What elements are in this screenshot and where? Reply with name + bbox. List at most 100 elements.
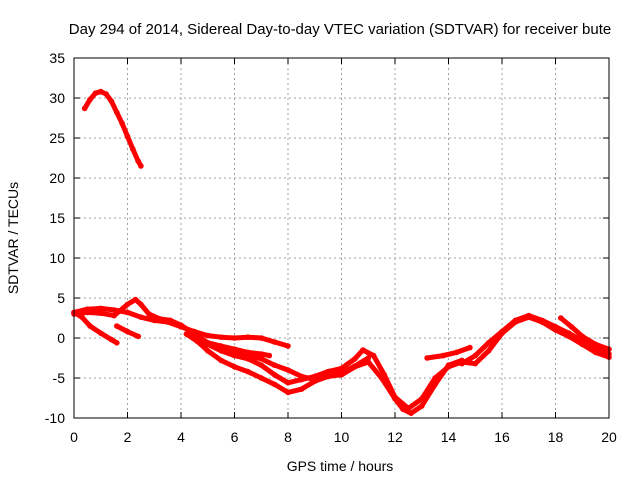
- data-point: [472, 360, 479, 367]
- y-tick-label: 15: [49, 210, 65, 226]
- data-point: [258, 351, 265, 357]
- data-point: [183, 331, 190, 337]
- data-point: [271, 339, 278, 345]
- data-point: [285, 380, 291, 386]
- data-point: [258, 356, 265, 362]
- data-point: [445, 364, 452, 370]
- data-point: [579, 333, 586, 340]
- x-tick-label: 12: [387, 429, 403, 445]
- data-point: [87, 96, 93, 103]
- data-point: [130, 146, 136, 152]
- x-tick-label: 18: [548, 429, 564, 445]
- data-point: [231, 335, 238, 341]
- y-tick-label: 35: [49, 50, 65, 66]
- data-point: [98, 305, 104, 312]
- data-point: [98, 88, 104, 95]
- data-point: [271, 381, 278, 388]
- data-point: [108, 98, 115, 104]
- data-point: [218, 334, 224, 341]
- data-point: [98, 330, 104, 337]
- data-point: [245, 356, 251, 362]
- data-point: [258, 362, 265, 369]
- data-point: [92, 90, 99, 96]
- data-point: [405, 405, 412, 412]
- data-point: [218, 348, 224, 354]
- data-point: [98, 310, 104, 317]
- chart-title: Day 294 of 2014, Sidereal Day-to-day VTE…: [69, 21, 611, 38]
- data-point: [370, 352, 377, 359]
- data-point: [424, 355, 430, 361]
- data-point: [84, 309, 91, 316]
- data-point: [205, 348, 211, 354]
- data-point: [167, 317, 174, 324]
- data-point: [245, 334, 251, 341]
- data-point: [108, 336, 115, 343]
- data-point: [568, 324, 575, 330]
- data-point: [592, 341, 599, 348]
- data-point: [512, 317, 519, 324]
- series-line: [424, 345, 473, 361]
- data-point: [138, 301, 144, 308]
- x-tick-label: 8: [284, 429, 292, 445]
- data-point: [285, 389, 291, 396]
- data-point: [539, 317, 545, 324]
- y-tick-label: -10: [45, 410, 65, 426]
- y-axis-label: SDTVAR / TECUs: [5, 182, 21, 294]
- data-point: [258, 335, 265, 341]
- data-point: [338, 365, 345, 372]
- data-point: [325, 373, 331, 380]
- data-point: [432, 375, 438, 381]
- data-point: [381, 372, 388, 378]
- data-point: [245, 368, 251, 375]
- data-point: [526, 312, 532, 319]
- x-tick-label: 16: [494, 429, 510, 445]
- data-point: [312, 373, 318, 380]
- data-point: [419, 403, 425, 409]
- data-point: [285, 343, 291, 349]
- x-tick-label: 20: [601, 429, 617, 445]
- data-point: [114, 323, 120, 329]
- y-tick-label: 10: [49, 250, 65, 266]
- data-point: [558, 315, 564, 321]
- data-point: [352, 356, 358, 362]
- data-series: [71, 88, 612, 417]
- data-point: [135, 333, 141, 340]
- data-point: [218, 357, 224, 364]
- data-point: [408, 410, 414, 417]
- data-point: [103, 91, 109, 97]
- data-point: [271, 372, 278, 378]
- y-tick-label: 30: [49, 90, 65, 106]
- data-point: [114, 340, 120, 346]
- data-point: [285, 367, 291, 373]
- data-point: [124, 309, 131, 316]
- y-tick-label: 5: [57, 290, 65, 306]
- data-point: [135, 158, 141, 164]
- data-point: [440, 352, 447, 359]
- data-point: [566, 330, 572, 337]
- data-point: [231, 346, 238, 353]
- data-point: [419, 396, 425, 402]
- data-point: [312, 378, 318, 385]
- data-point: [205, 340, 211, 346]
- x-tick-label: 0: [70, 429, 78, 445]
- data-point: [459, 360, 465, 367]
- y-tick-label: 25: [49, 130, 65, 146]
- data-point: [592, 346, 599, 353]
- x-tick-label: 10: [334, 429, 350, 445]
- data-point: [124, 133, 131, 140]
- data-point: [298, 376, 305, 383]
- data-point: [472, 352, 479, 359]
- data-point: [485, 348, 492, 354]
- data-point: [552, 324, 559, 330]
- data-point: [392, 394, 398, 401]
- data-point: [87, 323, 93, 329]
- x-tick-label: 4: [177, 429, 185, 445]
- data-point: [365, 355, 372, 361]
- data-point: [266, 352, 273, 359]
- y-tick-label: 20: [49, 170, 65, 186]
- data-point: [138, 163, 144, 169]
- data-point: [271, 362, 278, 369]
- data-point: [298, 386, 305, 393]
